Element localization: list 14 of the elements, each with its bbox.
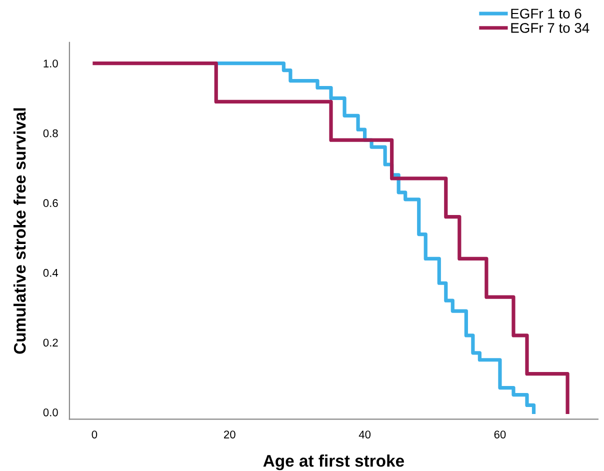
y-tick-label: 0.6: [43, 199, 58, 208]
legend-label: EGFr 7 to 34: [511, 23, 590, 33]
y-tick-label: 1.0: [44, 60, 58, 68]
x-tick-label: 20: [224, 430, 236, 438]
y-tick-label: 0.8: [43, 129, 58, 138]
y-axis-title: Cumulative stroke free survival: [13, 108, 26, 354]
legend-label: EGFr 1 to 6: [511, 8, 582, 19]
x-axis-title: Age at first stroke: [263, 454, 404, 470]
x-tick-label: 0: [92, 430, 98, 438]
y-tick-label: 0.0: [43, 408, 58, 416]
y-tick-label: 0.2: [43, 338, 58, 347]
x-tick-label: 40: [358, 430, 371, 438]
x-tick-label: 60: [494, 430, 506, 438]
y-tick-label: 0.4: [43, 268, 58, 277]
